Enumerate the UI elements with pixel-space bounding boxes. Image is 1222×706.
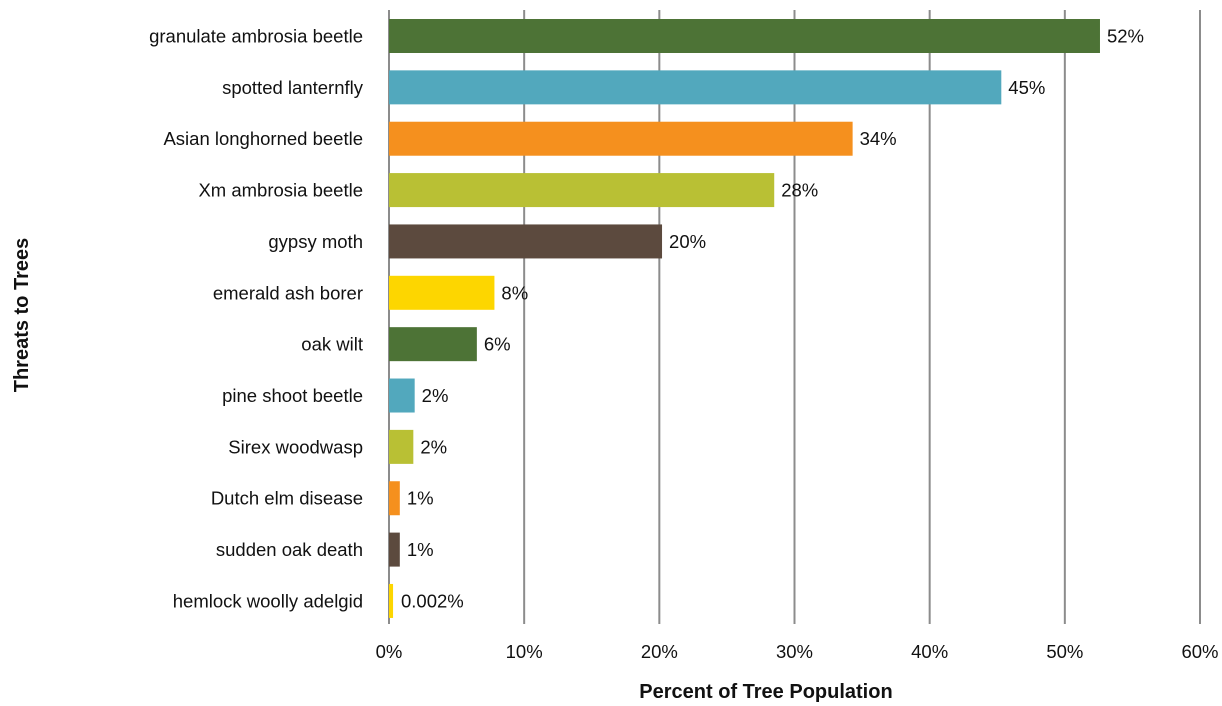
category-label: hemlock woolly adelgid [173,590,363,611]
category-label: Dutch elm disease [211,488,363,509]
bar [389,583,394,618]
bar [389,275,495,310]
bar [389,224,663,259]
bar [389,121,853,156]
x-tick-label: 40% [911,641,948,662]
x-axis-title: Percent of Tree Population [639,681,892,703]
data-labels: 52% 45% 34% 28% 20% 8% 6% 2% 2% 1% 1% 0.002% [401,26,1144,612]
bar [389,481,400,516]
data-label: 2% [422,385,449,406]
x-tick-label: 0% [376,641,403,662]
category-label: gypsy moth [268,231,363,252]
data-label: 1% [407,539,434,560]
x-tick-label: 20% [641,641,678,662]
x-tick-label: 50% [1046,641,1083,662]
bars [389,19,1100,618]
x-tick-label: 60% [1181,641,1218,662]
data-label: 20% [669,231,706,252]
category-labels: granulate ambrosia beetle spotted lantern… [149,26,364,612]
data-label: 34% [860,128,897,149]
category-label: Asian longhorned beetle [163,128,363,149]
bar [389,19,1100,53]
data-label: 45% [1008,77,1045,98]
bar [389,327,477,362]
data-label: 1% [407,488,434,509]
x-tick-label: 30% [776,641,813,662]
bar [389,429,414,464]
data-label: 6% [484,334,511,355]
category-label: Xm ambrosia beetle [198,180,363,201]
bar [389,532,400,567]
bar [389,70,1002,105]
gridlines [388,10,1201,624]
data-label: 2% [420,436,447,457]
data-label: 8% [501,282,528,303]
bar [389,378,415,413]
data-label: 0.002% [401,590,464,611]
x-tick-label: 10% [506,641,543,662]
category-label: spotted lanternfly [222,77,364,98]
category-label: oak wilt [301,334,363,355]
data-label: 28% [781,180,818,201]
category-label: emerald ash borer [213,282,363,303]
category-label: granulate ambrosia beetle [149,26,363,47]
x-tick-labels: 0% 10% 20% 30% 40% 50% 60% [376,641,1219,662]
category-label: Sirex woodwasp [228,436,363,457]
bar [389,173,775,208]
data-label: 52% [1107,26,1144,47]
y-axis-title: Threats to Trees [11,238,33,393]
category-label: pine shoot beetle [222,385,363,406]
category-label: sudden oak death [216,539,363,560]
